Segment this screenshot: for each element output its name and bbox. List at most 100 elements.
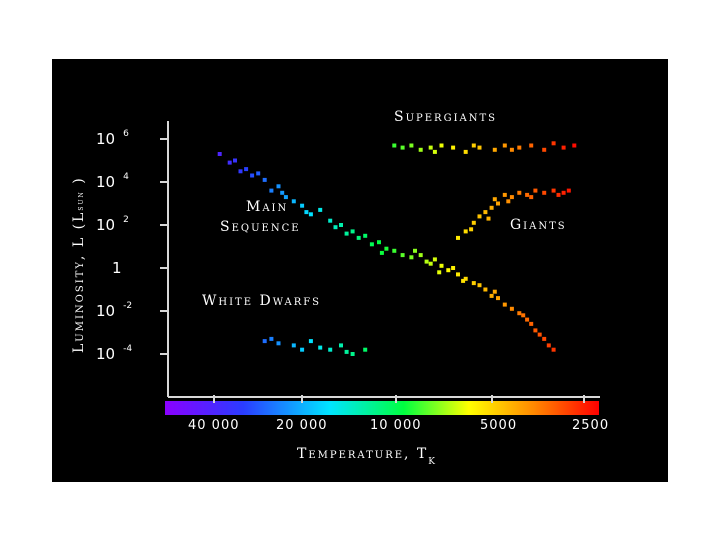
- star-point: [356, 235, 361, 240]
- hr-diagram: 10 6 10 4 10 2 1 10 -2 10 -4 40 000 20 000 10 000 500…: [71, 109, 609, 467]
- x-tick-label: 2500: [572, 418, 609, 433]
- star-point: [328, 218, 333, 223]
- star-point: [369, 242, 374, 247]
- star-point: [492, 197, 497, 202]
- star-point: [308, 212, 313, 217]
- star-point: [318, 345, 323, 350]
- x-tick-label: 5000: [480, 418, 517, 433]
- star-point: [517, 145, 522, 150]
- star-point: [269, 188, 274, 193]
- star-point: [244, 167, 249, 172]
- star-point: [486, 216, 491, 221]
- star-point: [471, 220, 476, 225]
- star-point: [483, 210, 488, 215]
- y-tick-label: 10 -2: [96, 301, 132, 320]
- star-point: [418, 253, 423, 258]
- star-point: [262, 177, 267, 182]
- star-point: [477, 145, 482, 150]
- star-point: [318, 207, 323, 212]
- star-point: [308, 339, 313, 344]
- star-point: [537, 332, 542, 337]
- y-axis-ticks: 10 6 10 4 10 2 1 10 -2 10 -4: [96, 129, 168, 363]
- star-point: [517, 190, 522, 195]
- star-point: [551, 188, 556, 193]
- star-point: [250, 173, 255, 178]
- star-point: [339, 343, 343, 348]
- star-point: [572, 143, 577, 148]
- star-point: [304, 210, 309, 215]
- label-supergiants: Supergiants: [394, 109, 497, 125]
- x-tick-label: 20 000: [276, 418, 328, 433]
- star-point: [529, 195, 534, 200]
- star-point: [344, 231, 349, 236]
- star-point: [227, 160, 232, 165]
- star-point: [502, 143, 507, 148]
- star-point: [509, 147, 514, 152]
- star-point: [551, 141, 556, 146]
- label-main-line2: Sequence: [220, 219, 301, 235]
- star-point: [363, 347, 368, 352]
- star-point: [502, 192, 507, 197]
- star-point: [437, 270, 442, 275]
- star-point: [489, 205, 494, 210]
- star-point: [551, 347, 556, 352]
- star-point: [556, 192, 561, 197]
- star-point: [300, 347, 305, 352]
- star-point: [280, 190, 285, 195]
- star-point: [492, 289, 497, 294]
- star-point: [521, 313, 526, 318]
- star-point: [350, 352, 355, 356]
- star-point: [344, 349, 349, 354]
- star-point: [542, 336, 547, 341]
- label-main-line1: Main: [246, 199, 288, 215]
- y-tick-label: 10 2: [96, 215, 129, 234]
- star-point: [428, 145, 433, 150]
- x-tick-label: 10 000: [370, 418, 422, 433]
- star-point: [350, 229, 355, 234]
- star-point: [509, 195, 514, 200]
- star-points: [217, 141, 577, 356]
- star-point: [300, 203, 305, 208]
- star-point: [291, 199, 296, 204]
- star-point: [283, 195, 288, 200]
- star-point: [542, 147, 547, 152]
- y-tick-label: 10 4: [96, 172, 129, 191]
- star-point: [463, 149, 468, 154]
- star-point: [489, 293, 494, 298]
- star-point: [276, 184, 281, 189]
- star-point: [509, 306, 514, 311]
- star-point: [561, 145, 566, 150]
- star-point: [451, 266, 456, 270]
- star-point: [471, 143, 476, 148]
- star-point: [561, 190, 566, 195]
- star-point: [363, 233, 368, 238]
- star-point: [471, 281, 476, 286]
- star-point: [413, 248, 417, 253]
- star-point: [439, 143, 444, 148]
- star-point: [424, 259, 429, 264]
- star-point: [392, 143, 397, 148]
- star-point: [542, 190, 547, 195]
- star-point: [432, 149, 437, 154]
- y-tick-label: 10 -4: [96, 344, 132, 363]
- x-axis-label: Temperature, TK: [297, 446, 437, 467]
- star-point: [333, 225, 338, 230]
- star-point: [533, 328, 538, 333]
- x-tick-label: 40 000: [188, 418, 240, 433]
- y-tick-label: 1: [112, 259, 122, 277]
- label-white-dwarfs: White Dwarfs: [202, 293, 321, 309]
- star-point: [276, 341, 281, 346]
- star-point: [529, 321, 534, 326]
- star-point: [291, 343, 296, 348]
- star-point: [463, 229, 468, 234]
- star-point: [502, 302, 507, 307]
- star-point: [269, 336, 274, 341]
- star-point: [446, 268, 451, 273]
- star-point: [506, 199, 511, 204]
- star-point: [461, 278, 466, 283]
- y-axis-label: Luminosity, L (Lsun ): [71, 176, 87, 353]
- star-point: [400, 145, 405, 150]
- star-point: [409, 143, 414, 148]
- star-point: [217, 152, 222, 156]
- star-point: [463, 276, 468, 281]
